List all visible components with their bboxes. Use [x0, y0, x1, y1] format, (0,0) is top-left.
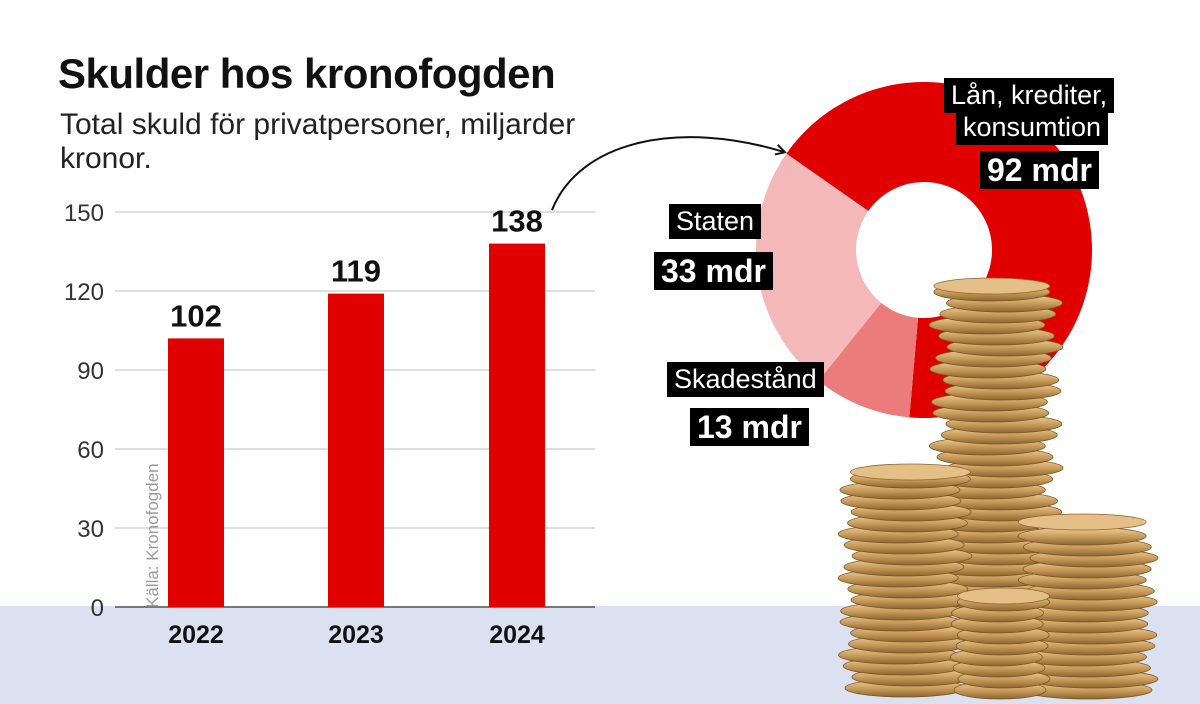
y-tick-label-150: 150	[64, 200, 104, 227]
slice-label-state: Staten	[669, 204, 762, 239]
slice-label-damages: Skadestånd	[667, 362, 824, 397]
bar-value-label-2022: 102	[170, 298, 222, 333]
chart-subtitle: Total skuld för privatpersoner, miljarde…	[60, 108, 576, 175]
bar-value-label-2023: 119	[331, 254, 381, 289]
slice-value-damages: 13 mdr	[690, 408, 809, 446]
coin-stack-tall	[928, 277, 1064, 610]
bar-value-label-2024: 138	[491, 204, 543, 239]
slice-value-loans: 92 mdr	[980, 151, 1099, 189]
donut-slice-2	[756, 153, 882, 381]
donut-slice-1	[818, 302, 919, 418]
x-tick-label-2024: 2024	[489, 621, 545, 649]
x-tick-label-2022: 2022	[168, 621, 224, 649]
coin-stack-left	[837, 463, 973, 698]
slice-label-loans-line1: Lån, krediter,	[944, 78, 1115, 113]
chart-title: Skulder hos kronofogden	[58, 50, 556, 97]
coin-stack-right	[1017, 513, 1159, 700]
connector-arrow	[551, 136, 784, 211]
y-tick-label-60: 60	[77, 437, 104, 464]
x-tick-label-2023: 2023	[328, 621, 384, 649]
slice-label-loans-line2: konsumtion	[956, 110, 1109, 145]
y-tick-label-30: 30	[77, 516, 104, 543]
bar-2022	[168, 338, 224, 607]
source-note: Källa: Kronofogden	[143, 463, 162, 608]
bar-series: 102 2022 119 2023 138 2024	[168, 204, 545, 649]
y-tick-label-0: 0	[91, 595, 104, 622]
coin-stack-base	[949, 587, 1051, 700]
y-tick-label-90: 90	[77, 358, 104, 385]
bar-2023	[328, 293, 384, 607]
y-tick-label-120: 120	[64, 279, 104, 306]
bar-2024	[489, 243, 545, 607]
slice-value-state: 33 mdr	[654, 252, 773, 290]
coin-stacks-illustration	[837, 277, 1159, 700]
